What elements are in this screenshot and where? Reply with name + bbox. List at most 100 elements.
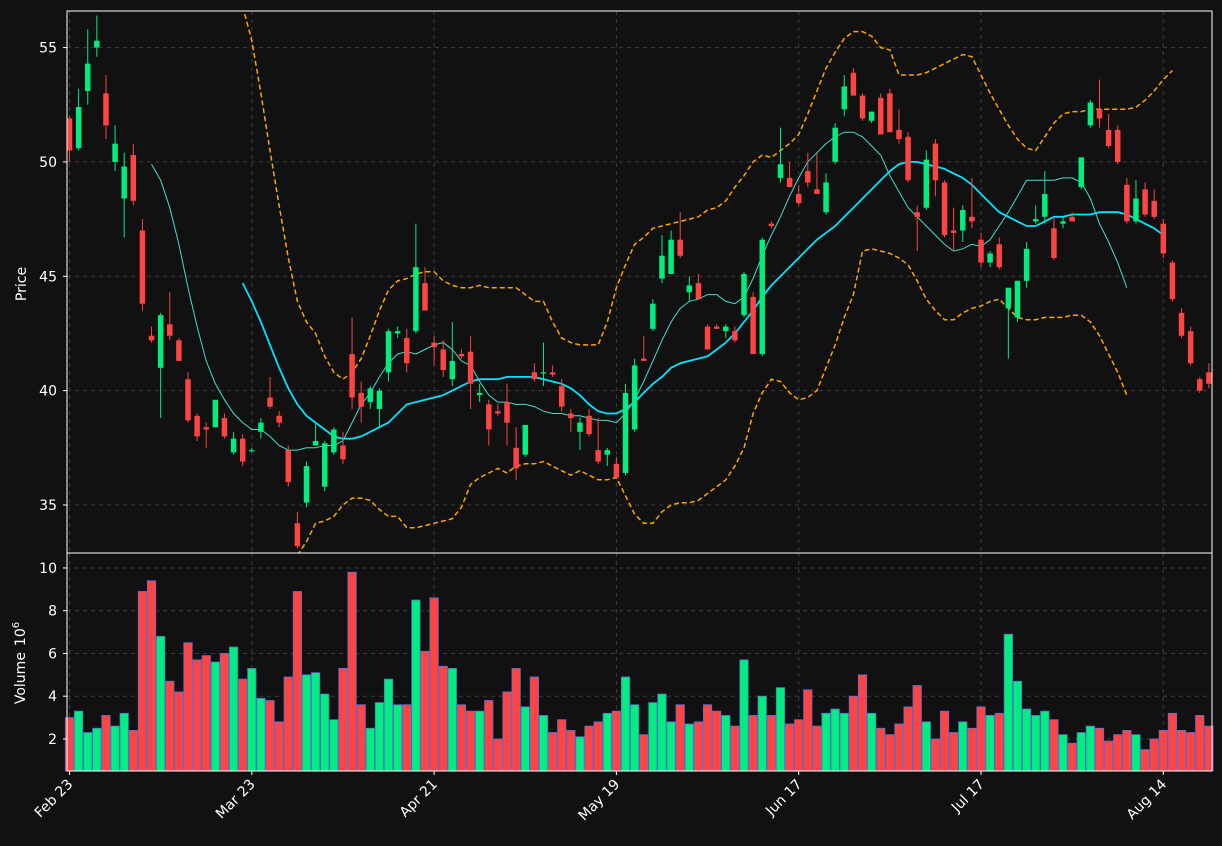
volume-bar (757, 695, 767, 772)
candle-body (121, 166, 127, 199)
candle-body (823, 182, 829, 213)
candle-body (841, 86, 848, 110)
fast-moving-average-line (151, 131, 1128, 451)
candle-body (376, 390, 383, 409)
volume-bar (247, 668, 257, 772)
volume-bar (520, 706, 530, 772)
volume-bars (64, 571, 1214, 772)
candle-body (1032, 219, 1039, 222)
volume-axis-label: Volume 106 (11, 622, 29, 704)
volume-bar (256, 697, 266, 772)
volume-bar (721, 715, 731, 772)
candle-body (960, 209, 966, 231)
candle-body (276, 415, 282, 423)
volume-bar (502, 691, 512, 772)
volume-bar (119, 712, 129, 772)
candle-body (1096, 109, 1103, 119)
volume-bar (839, 712, 849, 772)
candle-body (650, 303, 656, 329)
volume-bar (611, 710, 621, 772)
candle-body (723, 326, 729, 332)
volume-bar (538, 715, 549, 772)
moving-averages (151, 131, 1164, 451)
volume-bar (438, 665, 448, 772)
candle-body (832, 127, 838, 162)
volume-bar (702, 704, 713, 772)
candlesticks (66, 15, 1212, 549)
candle-body (66, 118, 73, 151)
volume-bar (903, 706, 913, 772)
candle-body (1187, 331, 1194, 364)
volume-bar (301, 674, 312, 772)
candle-body (814, 189, 820, 194)
candle-body (1169, 262, 1176, 300)
candle-body (568, 413, 574, 419)
candle-body (321, 443, 328, 487)
candle-body (695, 283, 702, 300)
volume-bar (1058, 734, 1068, 772)
volume-bar (1049, 719, 1059, 772)
volume-bar (1012, 680, 1023, 772)
candle-body (1023, 248, 1030, 281)
candle-body (194, 415, 200, 437)
volume-bar (484, 700, 494, 772)
candle-body (750, 296, 756, 355)
volume-bar (657, 693, 667, 772)
candle-body (1051, 228, 1057, 258)
candle-body (230, 438, 237, 453)
volume-bar (739, 659, 749, 772)
volume-tick-label: 4 (48, 689, 57, 705)
volume-bar (137, 591, 148, 772)
candle-body (777, 164, 784, 178)
candle-body (185, 379, 191, 421)
volume-bar (146, 580, 157, 772)
candle-body (1114, 129, 1121, 162)
volume-bar (1149, 738, 1159, 772)
candle-body (704, 326, 711, 350)
volume-bar (867, 712, 877, 772)
candle-body (549, 372, 556, 375)
volume-bar (593, 721, 603, 772)
price-tick-label: 50 (39, 155, 57, 171)
candle-body (258, 422, 264, 432)
candle-body (878, 97, 884, 135)
candle-body (112, 143, 118, 162)
candle-body (713, 326, 720, 329)
candle-body (622, 392, 629, 473)
candle-body (932, 143, 939, 181)
candle-body (504, 402, 510, 423)
candle-body (805, 171, 811, 183)
volume-bar (885, 734, 895, 772)
volume-tick-label: 2 (48, 732, 57, 748)
volume-bar (201, 655, 211, 772)
candle-body (540, 372, 547, 374)
volume-bar (265, 700, 275, 772)
candle-body (686, 285, 693, 293)
candle-body (1042, 193, 1048, 217)
volume-bar (666, 721, 676, 772)
volume-bar (967, 727, 977, 772)
candle-body (458, 354, 465, 357)
volume-bar (1003, 633, 1013, 772)
volume-bar (575, 736, 585, 772)
candle-body (513, 447, 519, 469)
volume-bar (529, 676, 539, 772)
volume-bar (1067, 742, 1077, 772)
candle-body (613, 463, 620, 478)
candle-body (1087, 102, 1094, 126)
candle-body (1160, 223, 1167, 254)
candle-body (249, 450, 255, 452)
candle-body (987, 253, 993, 263)
candle-body (130, 155, 137, 201)
volume-bar (1113, 734, 1123, 772)
candle-body (1060, 221, 1066, 224)
volume-bar (1031, 715, 1041, 772)
candle-body (139, 230, 146, 304)
volume-bar (283, 676, 293, 772)
volume-bar (748, 715, 758, 772)
candle-body (604, 450, 611, 455)
volume-bar (347, 571, 357, 772)
volume-bar (994, 712, 1004, 772)
volume-bar (766, 715, 776, 772)
